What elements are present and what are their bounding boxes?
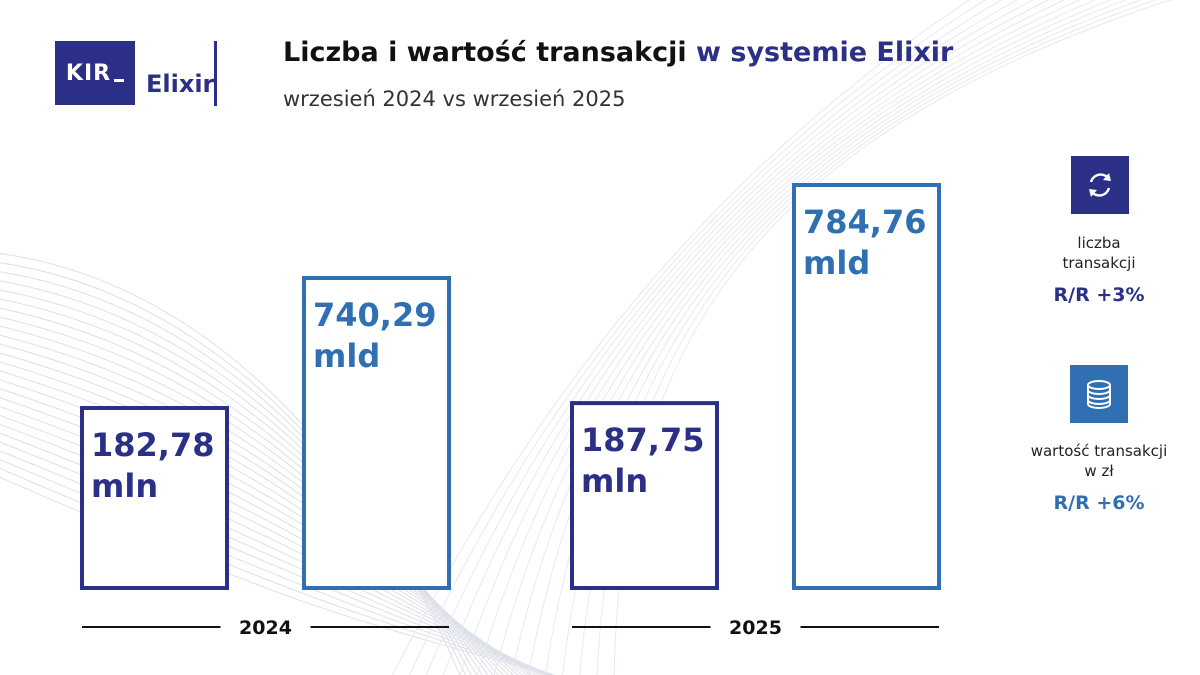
legend-caption-count-line2: transakcji [1062,254,1136,272]
bar-2025-series-1 [570,401,719,590]
bar-value-label-2025-series-1: 187,75 [581,421,704,459]
bar-2025-series-2 [792,183,941,590]
bar-unit-label-2025-series-1: mln [581,462,648,500]
legend-caption-count-line1: liczba [1077,234,1121,252]
legend-change-value: R/R +6% [1053,492,1145,514]
page-subtitle: wrzesień 2024 vs wrzesień 2025 [283,87,626,111]
bar-value-label-2024-series-2: 740,29 [313,296,436,334]
bar-2024-series-1 [80,406,229,590]
title-main: Liczba i wartość transakcji [283,37,687,68]
bar-2024-series-2 [302,276,451,590]
legend-caption-value: wartość transakcji w zł [1019,441,1179,481]
category-label-2024: 2024 [239,617,292,639]
bar-unit-label-2024-series-2: mld [313,337,380,375]
legend-caption-value-line1: wartość transakcji [1030,442,1168,460]
legend-caption-value-line2: w zł [1084,462,1114,480]
bar-value-label-2025-series-2: 784,76 [803,203,926,241]
kir-logo-text: KIR [65,60,112,86]
refresh-arrows-icon [1071,156,1129,214]
kir-logo: KIR [55,41,135,105]
coins-stack-icon [1070,365,1128,423]
bar-value-label-2024-series-1: 182,78 [91,426,214,464]
page-title: Liczba i wartość transakcji w systemie E… [283,37,953,68]
title-accent: w systemie Elixir [696,37,954,68]
legend-change-count: R/R +3% [1053,284,1145,306]
bar-unit-label-2025-series-2: mld [803,244,870,282]
category-label-2025: 2025 [729,617,782,639]
logo-divider [214,41,217,106]
elixir-logo-word: Elixir [146,70,215,98]
bar-unit-label-2024-series-1: mln [91,467,158,505]
legend-caption-count: liczba transakcji [1019,233,1179,273]
